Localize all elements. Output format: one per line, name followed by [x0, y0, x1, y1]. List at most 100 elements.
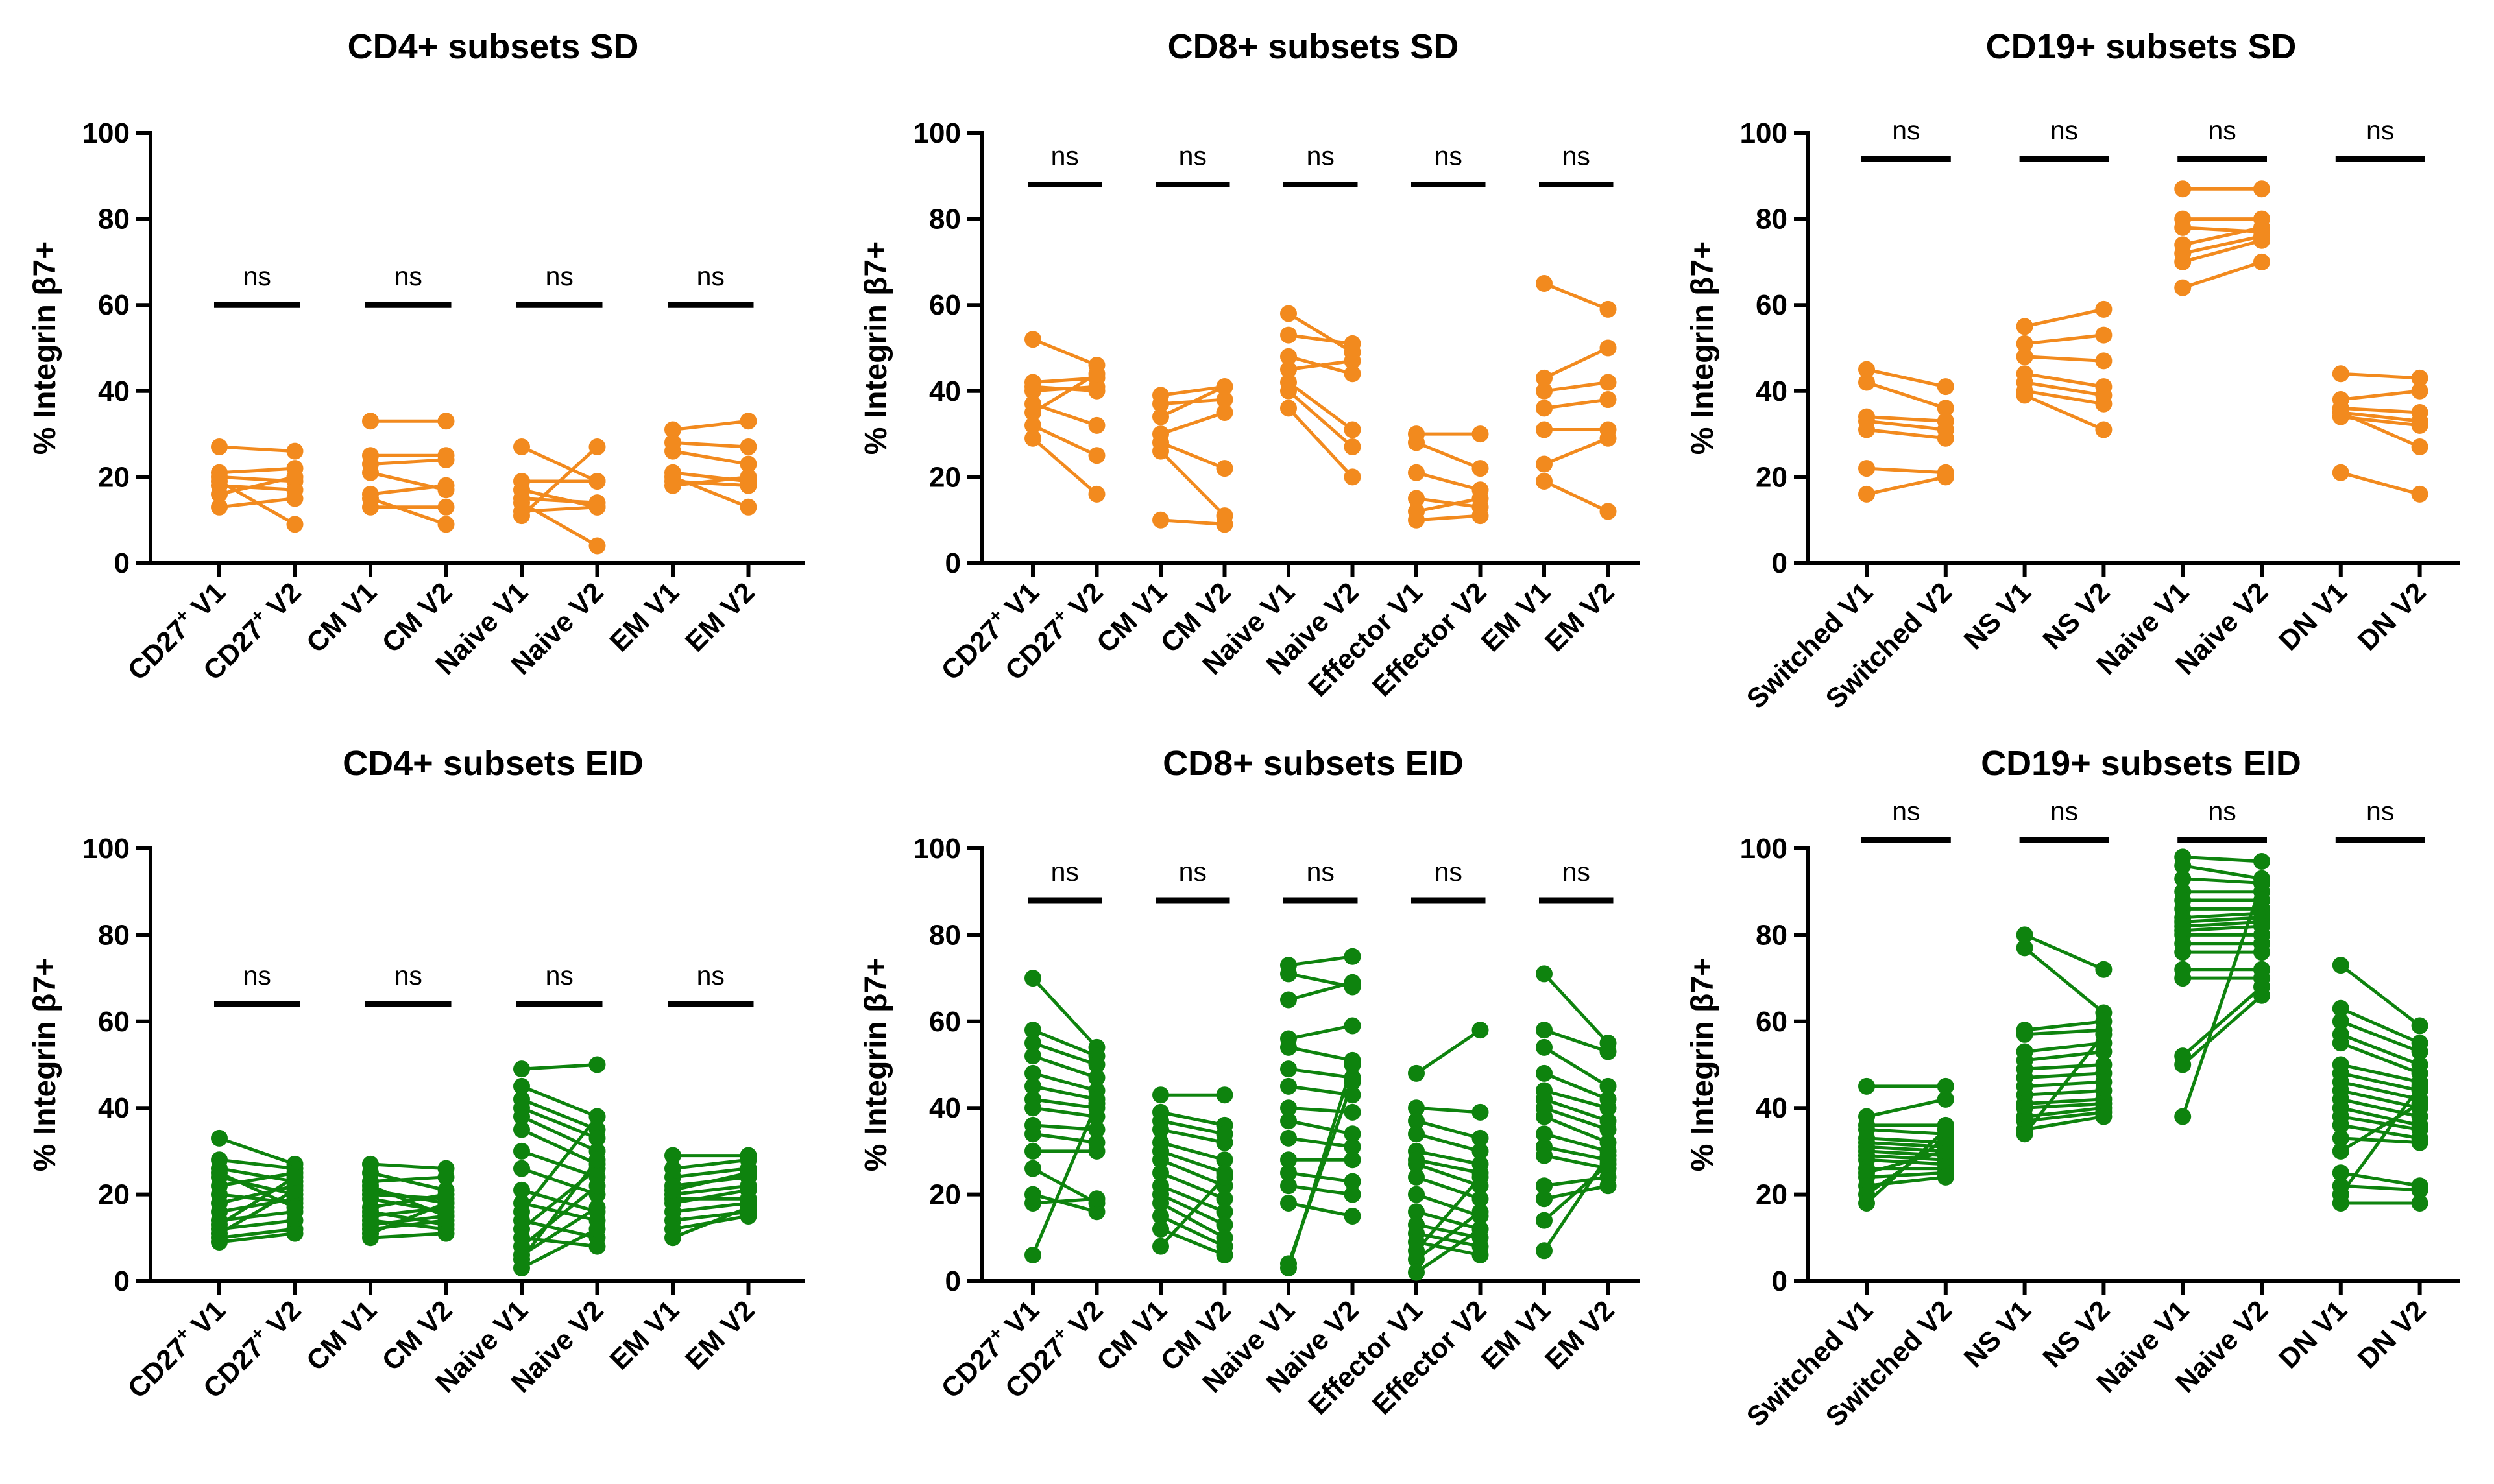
data-point — [211, 1233, 228, 1251]
data-point — [1280, 348, 1297, 365]
data-point — [2253, 987, 2270, 1004]
data-point — [1471, 1203, 1489, 1221]
pair-line — [1866, 368, 1946, 389]
pair-line — [521, 497, 598, 505]
data-point — [1471, 1022, 1489, 1039]
y-tick-label: 100 — [1740, 117, 1787, 149]
data-point — [1088, 1095, 1106, 1112]
data-point — [2016, 926, 2033, 944]
data-point — [1088, 416, 1106, 434]
data-point — [1937, 400, 1954, 417]
pair-line — [1866, 1145, 1946, 1153]
data-point — [1536, 1064, 1553, 1082]
data-point — [1937, 378, 1954, 396]
pair-line — [1160, 1158, 1226, 1188]
pair-line — [1288, 1184, 1353, 1197]
data-point — [437, 1225, 455, 1242]
y-tick-label: 40 — [929, 1092, 961, 1124]
data-point — [1408, 1155, 1425, 1173]
data-point — [2253, 253, 2270, 270]
pair-line — [1032, 1071, 1098, 1092]
pair-line — [521, 1063, 598, 1071]
pair-line — [219, 1184, 296, 1205]
data-point — [211, 1216, 228, 1234]
data-point — [1216, 1168, 1233, 1186]
data-point — [1858, 1194, 1875, 1212]
pair-line — [521, 488, 598, 509]
data-point — [1408, 1125, 1425, 1143]
data-point — [2016, 387, 2033, 404]
y-axis-label: % Integrin β7+ — [859, 958, 893, 1171]
pair-line — [2340, 1184, 2420, 1192]
y-tick-label: 60 — [929, 289, 961, 321]
data-point — [664, 442, 681, 460]
data-point — [1536, 1022, 1553, 1039]
data-point — [1088, 1121, 1106, 1138]
data-point — [1152, 1220, 1169, 1238]
panel-5: CD8+ subsets EID % Integrin β7+ 0 20 40 60 80 1… — [859, 744, 1640, 1421]
chart-title: CD19+ subsets SD — [1986, 27, 2297, 66]
pair-line — [2182, 234, 2262, 256]
y-tick-label: 0 — [945, 547, 961, 579]
data-point — [286, 490, 304, 507]
data-point — [588, 1199, 606, 1216]
pair-line — [219, 484, 295, 492]
x-tick-label: NS V2 — [2037, 1295, 2116, 1374]
pair-line — [1032, 1167, 1098, 1205]
x-tick-label: EM V2 — [1539, 577, 1620, 658]
data-point — [1216, 1151, 1233, 1169]
pair-line — [370, 1232, 446, 1239]
data-point — [2332, 1164, 2349, 1182]
x-tick-label: EM V2 — [1539, 1295, 1620, 1376]
pair-line — [521, 1097, 598, 1131]
pair-line — [2340, 1115, 2421, 1132]
data-point — [1599, 300, 1617, 318]
pair-line — [1415, 1210, 1481, 1261]
significance-label: ns — [394, 261, 422, 291]
pair-line — [219, 466, 295, 475]
x-tick-label: DN V2 — [2352, 577, 2432, 657]
data-point — [286, 442, 304, 460]
pair-line — [520, 445, 598, 483]
data-point — [1344, 1086, 1361, 1104]
chart-title: CD4+ subsets SD — [348, 27, 639, 66]
pair-line — [2024, 1050, 2104, 1062]
data-point — [2332, 1142, 2349, 1160]
pair-line — [1415, 1227, 1481, 1274]
data-point — [513, 1160, 530, 1177]
data-point — [2174, 1108, 2192, 1125]
significance-label: ns — [2050, 115, 2078, 145]
data-point — [2332, 957, 2349, 974]
pair-line — [672, 1158, 749, 1171]
data-point — [1536, 1038, 1553, 1056]
y-tick-label: 100 — [82, 117, 130, 149]
pair-line — [2340, 964, 2421, 1027]
data-point — [1088, 1056, 1106, 1073]
data-point — [437, 477, 455, 494]
significance-label: ns — [1435, 141, 1462, 171]
x-tick-label: CM V1 — [1091, 577, 1173, 659]
pair-line — [2340, 1097, 2421, 1118]
data-point — [437, 413, 455, 430]
data-point — [588, 1129, 606, 1147]
pair-line — [218, 1175, 296, 1227]
data-point — [1344, 1056, 1361, 1073]
data-point — [362, 464, 379, 481]
data-point — [1937, 429, 1954, 447]
data-point — [1088, 447, 1106, 464]
data-point — [1024, 1125, 1041, 1143]
data-point — [1024, 1099, 1041, 1117]
y-axis-label: % Integrin β7+ — [859, 241, 893, 455]
significance-label: ns — [1307, 141, 1335, 171]
pair-line — [520, 446, 599, 517]
panel-2: CD8+ subsets SD % Integrin β7+ 0 20 40 60 80 10… — [859, 27, 1640, 703]
data-point — [2332, 999, 2349, 1017]
pair-line — [219, 1210, 295, 1223]
pair-line — [370, 1214, 446, 1227]
data-point — [2332, 1012, 2349, 1030]
data-point — [740, 413, 757, 430]
data-point — [437, 1168, 455, 1186]
y-tick-label: 100 — [1740, 833, 1787, 865]
data-point — [2174, 857, 2192, 874]
data-point — [1599, 1177, 1617, 1195]
